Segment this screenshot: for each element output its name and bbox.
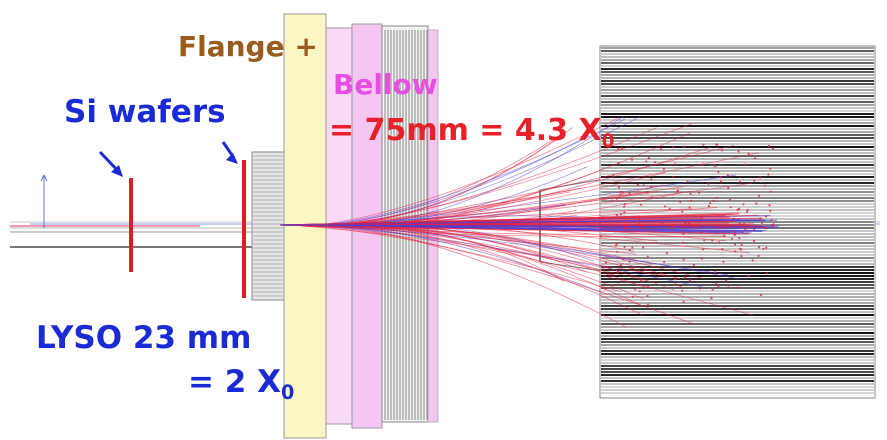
bellow-label: Bellow bbox=[333, 68, 438, 101]
flange-label: Flange + bbox=[178, 30, 318, 63]
si-arrow-2-icon bbox=[221, 141, 238, 164]
lyso-label: LYSO 23 mm bbox=[36, 320, 252, 356]
length-label: = 75mm = 4.3 X0 bbox=[329, 113, 615, 152]
particle-tracks bbox=[279, 115, 780, 328]
lyso-x0-label: = 2 X0 bbox=[188, 364, 295, 404]
lyso-crystal bbox=[251, 151, 285, 301]
axis-marker-icon bbox=[40, 174, 48, 228]
hit-points bbox=[599, 143, 775, 306]
si-arrow-1-icon bbox=[98, 150, 123, 177]
si-wafers-label: Si wafers bbox=[64, 94, 226, 130]
